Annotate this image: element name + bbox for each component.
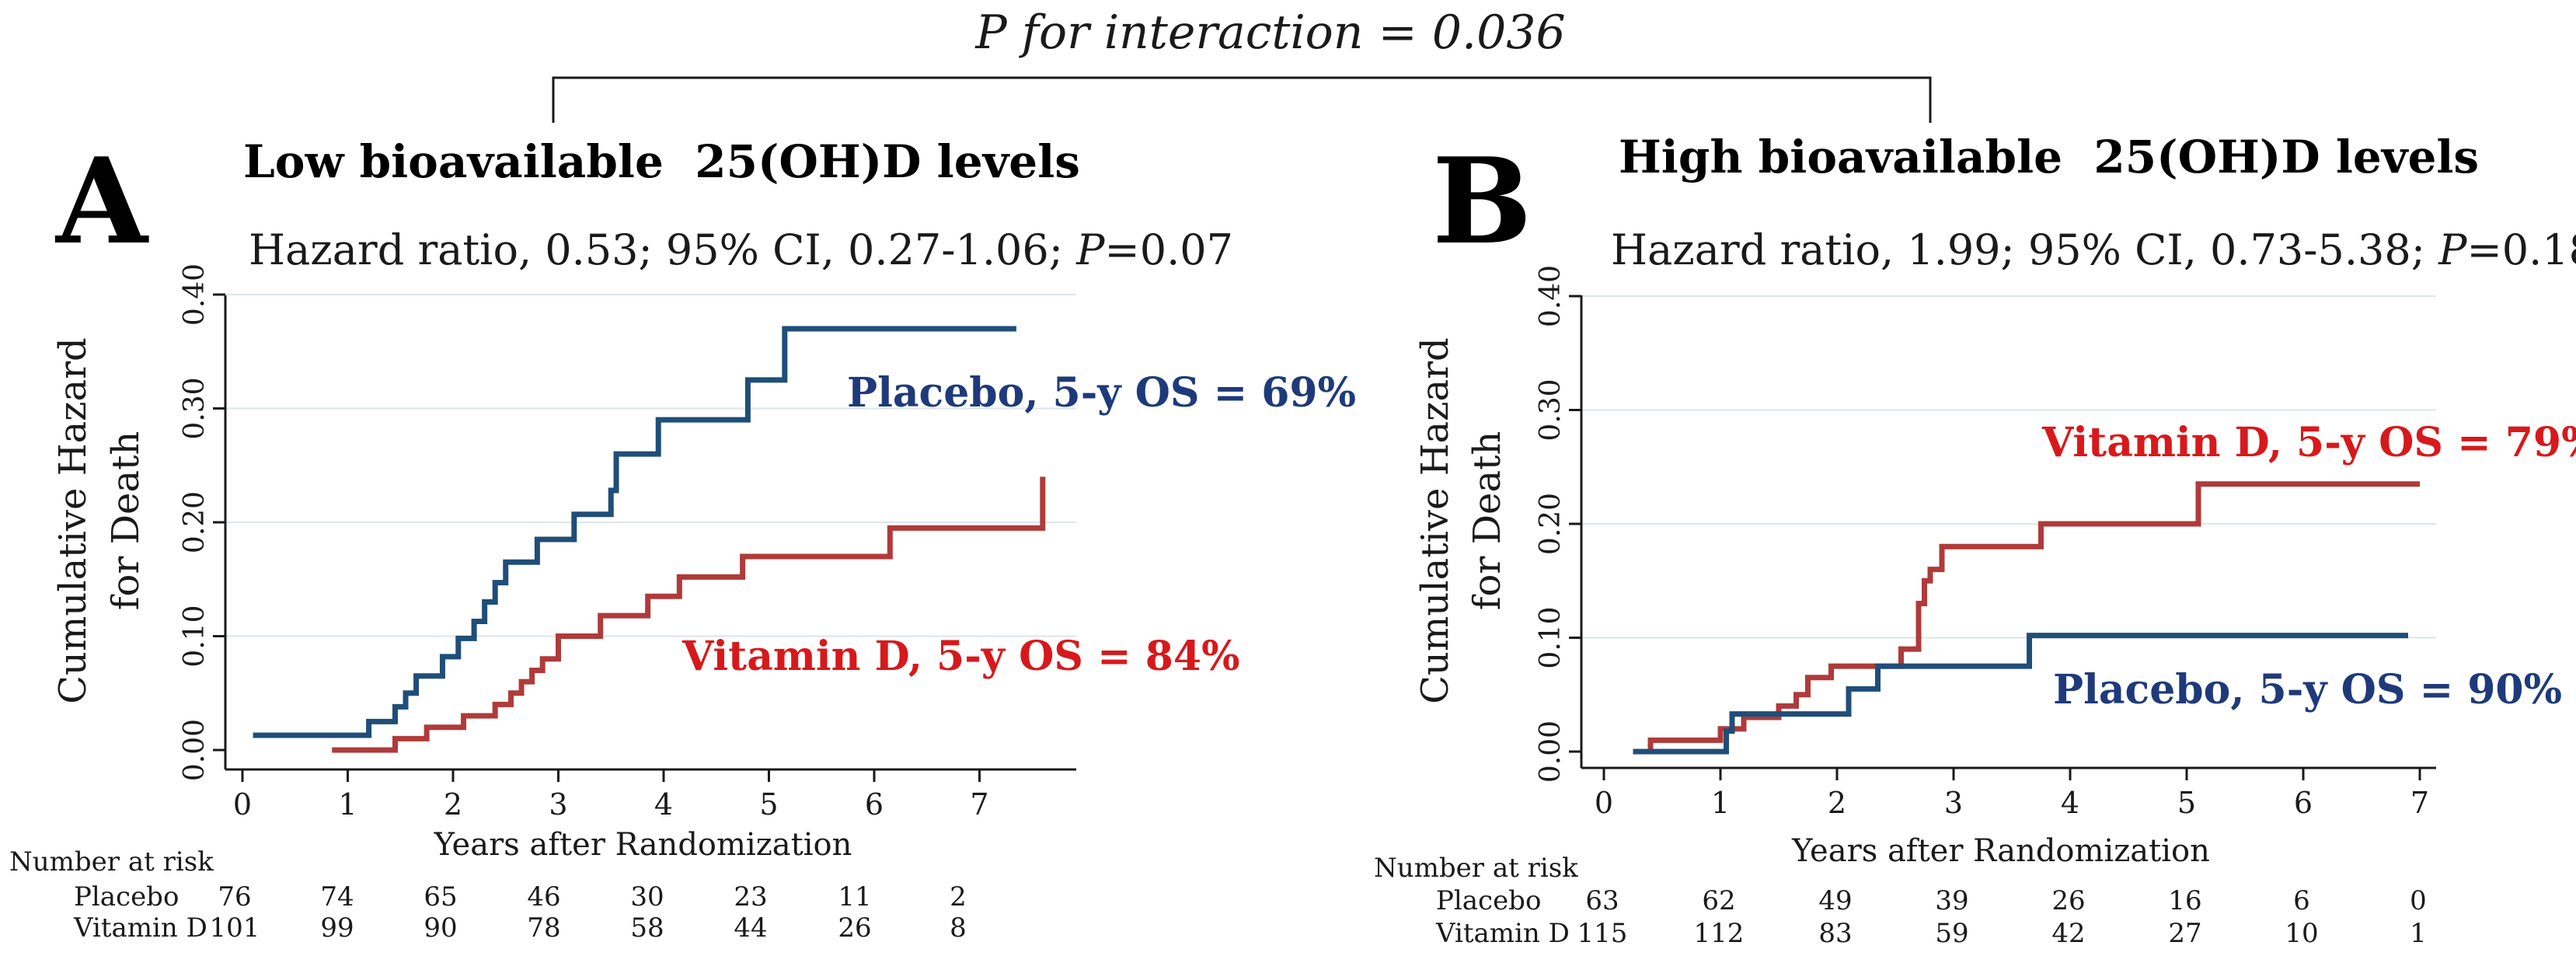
panel-a-subtitle-p: P xyxy=(1075,225,1106,274)
panel-a-x-tick-label: 4 xyxy=(654,787,673,822)
panel-a-risk-value: 26 xyxy=(838,912,871,944)
panel-b-letter: B xyxy=(1432,131,1532,270)
panel-b-y-tick-label: 0.20 xyxy=(1535,493,1567,555)
panel-a-x-tick-label: 5 xyxy=(759,787,778,822)
panel-a-series-placebo-line xyxy=(253,326,1016,738)
panel-a-risk-value: 44 xyxy=(734,912,767,944)
panel-a-risk-value: 101 xyxy=(210,912,260,944)
panel-b-risk-value: 27 xyxy=(2168,918,2201,949)
panel-a-risk-value: 74 xyxy=(320,881,354,912)
panel-a-risk-value: 11 xyxy=(838,881,871,912)
panel-b-risk-value: 6 xyxy=(2293,885,2310,916)
panel-a-subtitle-prefix: Hazard ratio, 0.53; 95% CI, 0.27-1.06; xyxy=(249,225,1076,274)
panel-b-x-tick-label: 6 xyxy=(2294,786,2313,820)
panel-b-risk-value: 112 xyxy=(1694,918,1745,949)
panel-a-risk-value: 8 xyxy=(950,912,967,944)
panel-b-risk-row-label: Vitamin D xyxy=(1435,918,1570,949)
panel-b-risk-value: 26 xyxy=(2051,885,2085,916)
panel-a-y-tick-label: 0.10 xyxy=(179,605,211,667)
panel-a-risk-value: 78 xyxy=(527,912,560,944)
panel-a-subtitle-suffix: =0.07 xyxy=(1104,225,1232,274)
panel-b-x-tick-label: 4 xyxy=(2061,786,2079,820)
panel-b-risk-row-label: Placebo xyxy=(1436,885,1541,916)
panel-b-y-tick-label: 0.10 xyxy=(1535,606,1567,668)
panel-a-subtitle: Hazard ratio, 0.53; 95% CI, 0.27-1.06; P… xyxy=(249,225,1233,274)
panel-a-x-tick-label: 0 xyxy=(233,787,252,822)
panel-b-risk-value: 49 xyxy=(1818,885,1852,916)
interaction-bracket xyxy=(552,76,1932,123)
panel-b-subtitle: Hazard ratio, 1.99; 95% CI, 0.73-5.38; P… xyxy=(1611,225,2576,274)
panel-b-risk-value: 62 xyxy=(1702,885,1735,916)
panel-b-x-tick-label: 7 xyxy=(2410,786,2429,820)
panel-b-risk-value: 16 xyxy=(2168,885,2201,916)
panel-b-x-tick-label: 5 xyxy=(2177,786,2196,820)
panel-a-risk-value: 30 xyxy=(630,881,664,912)
panel-a-x-tick-label: 2 xyxy=(444,787,462,822)
panel-b-risk-value: 115 xyxy=(1577,918,1628,949)
panel-a-risk-value: 65 xyxy=(424,881,457,912)
panel-a-y-tick-label: 0.30 xyxy=(179,377,211,439)
panel-a-series-vitamin-d-line xyxy=(332,476,1046,753)
panel-a-y-tick-label: 0.40 xyxy=(179,263,211,326)
panel-b-subtitle-suffix: =0.18 xyxy=(2466,225,2576,274)
panel-b-risk-value: 39 xyxy=(1935,885,1968,916)
panel-b-x-tick-label: 2 xyxy=(1828,786,1846,820)
panel-b-y-axis-title: Cumulative Hazard xyxy=(1413,337,1457,704)
panel-a-risk-table-title: Number at risk xyxy=(9,846,214,878)
panel-b-risk-value: 42 xyxy=(2051,918,2085,949)
panel-b-subtitle-prefix: Hazard ratio, 1.99; 95% CI, 0.73-5.38; xyxy=(1611,225,2438,274)
panel-b-risk-table-title: Number at risk xyxy=(1374,853,1578,884)
panel-a-risk-row-label: Placebo xyxy=(74,881,179,912)
panel-a-series-placebo-label: Placebo, 5-y OS = 69% xyxy=(847,369,1356,417)
panel-b-risk-value: 59 xyxy=(1935,918,1968,949)
panel-a-x-tick-label: 1 xyxy=(338,787,357,822)
panel-b-subtitle-p: P xyxy=(2438,225,2468,274)
panel-b-series-placebo-line xyxy=(1633,633,2408,755)
panel-b-x-axis-title: Years after Randomization xyxy=(1791,833,2210,869)
panel-a-risk-value: 90 xyxy=(424,912,457,944)
panel-a-y-axis-title: Cumulative Hazard xyxy=(51,337,95,704)
panel-a-x-tick-label: 6 xyxy=(865,787,884,822)
panel-b-x-tick-label: 3 xyxy=(1944,786,1963,820)
interaction-label: P for interaction = 0.036 xyxy=(974,5,1565,60)
panel-b-series-placebo-label: Placebo, 5-y OS = 90% xyxy=(2053,666,2562,714)
panel-a-x-tick-label: 3 xyxy=(549,787,567,822)
panel-b-x-tick-label: 0 xyxy=(1595,786,1613,820)
panel-a-risk-value: 46 xyxy=(527,881,560,912)
panel-b-risk-value: 83 xyxy=(1818,918,1852,949)
panel-b-y-axis-title: for Death xyxy=(1466,431,1509,611)
panel-a-y-tick-label: 0.20 xyxy=(179,491,211,553)
panel-b-x-tick-label: 1 xyxy=(1711,786,1730,820)
panel-a-risk-value: 2 xyxy=(950,881,967,912)
panel-b-risk-value: 10 xyxy=(2285,918,2318,949)
panel-a-risk-value: 23 xyxy=(734,881,767,912)
panel-b-risk-value: 63 xyxy=(1585,885,1619,916)
panel-a-risk-value: 99 xyxy=(320,912,354,944)
panel-b-y-tick-label: 0.00 xyxy=(1535,721,1567,783)
panel-b-y-tick-label: 0.30 xyxy=(1535,379,1567,441)
panel-a-x-tick-label: 7 xyxy=(970,787,988,822)
panel-a-risk-value: 58 xyxy=(630,912,664,944)
panel-b-risk-value: 0 xyxy=(2410,885,2427,916)
panel-b-risk-value: 1 xyxy=(2410,918,2427,949)
panel-b-title: High bioavailable 25(OH)D levels xyxy=(1619,131,2479,183)
panel-b-series-vitamin-d-label: Vitamin D, 5-y OS = 79% xyxy=(2041,419,2576,466)
panel-a-risk-value: 76 xyxy=(218,881,251,912)
panel-b-series-vitamin-d-line xyxy=(1644,481,2420,755)
panel-a-risk-row-label: Vitamin D xyxy=(73,912,207,944)
panel-a-title: Low bioavailable 25(OH)D levels xyxy=(243,135,1080,188)
panel-a-series-vitamin-d-label: Vitamin D, 5-y OS = 84% xyxy=(681,633,1240,680)
panel-b-y-tick-label: 0.40 xyxy=(1535,265,1567,327)
panel-a-x-axis-title: Years after Randomization xyxy=(434,827,852,863)
panel-a-y-tick-label: 0.00 xyxy=(179,719,211,781)
panel-a-y-axis-title: for Death xyxy=(104,431,148,611)
panel-a-letter: A xyxy=(54,131,149,270)
